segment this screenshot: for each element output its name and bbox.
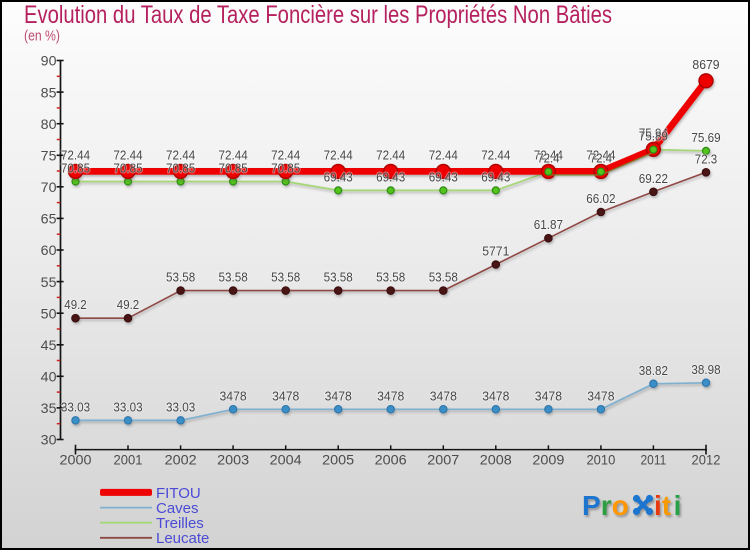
svg-text:75: 75: [41, 148, 57, 164]
svg-text:53.58: 53.58: [166, 270, 195, 285]
svg-text:60: 60: [41, 242, 57, 258]
svg-text:70.85: 70.85: [113, 161, 142, 176]
svg-text:65: 65: [41, 211, 57, 227]
svg-text:2000: 2000: [60, 452, 92, 468]
svg-text:53.58: 53.58: [376, 270, 405, 285]
svg-text:2004: 2004: [270, 452, 302, 468]
svg-text:35: 35: [41, 400, 57, 416]
svg-text:85: 85: [41, 84, 57, 100]
svg-text:72.44: 72.44: [534, 147, 563, 162]
svg-text:75.89: 75.89: [639, 129, 668, 144]
svg-text:3478: 3478: [535, 388, 562, 403]
svg-text:Pro: Pro: [582, 490, 629, 521]
svg-text:33.03: 33.03: [166, 399, 195, 414]
svg-text:70.85: 70.85: [61, 161, 90, 176]
svg-text:70.85: 70.85: [166, 161, 195, 176]
svg-text:33.03: 33.03: [61, 399, 90, 414]
svg-text:72.44: 72.44: [113, 147, 142, 162]
svg-text:66.02: 66.02: [586, 191, 615, 206]
svg-text:75.69: 75.69: [691, 130, 720, 145]
svg-text:2005: 2005: [322, 452, 354, 468]
svg-text:72.4: 72.4: [590, 151, 612, 166]
svg-text:2006: 2006: [375, 452, 407, 468]
svg-text:80: 80: [41, 116, 57, 132]
svg-text:72.44: 72.44: [586, 147, 615, 162]
svg-text:Caves: Caves: [156, 500, 199, 517]
svg-text:3478: 3478: [325, 388, 352, 403]
svg-text:72.44: 72.44: [376, 147, 405, 162]
svg-text:38.98: 38.98: [691, 362, 720, 377]
svg-text:3478: 3478: [587, 388, 614, 403]
svg-text:45: 45: [41, 337, 57, 353]
svg-text:2012: 2012: [692, 452, 721, 468]
svg-text:Treilles: Treilles: [156, 515, 204, 532]
svg-text:Leucate: Leucate: [156, 530, 209, 547]
svg-text:70: 70: [41, 179, 57, 195]
svg-text:72.44: 72.44: [61, 147, 90, 162]
svg-text:69.43: 69.43: [324, 169, 353, 184]
svg-text:72.44: 72.44: [219, 147, 248, 162]
svg-text:3478: 3478: [272, 388, 299, 403]
svg-text:69.43: 69.43: [481, 169, 510, 184]
svg-text:69.22: 69.22: [639, 171, 668, 186]
svg-text:2007: 2007: [427, 452, 459, 468]
svg-text:30: 30: [41, 432, 57, 448]
svg-text:70.85: 70.85: [219, 161, 248, 176]
svg-text:90: 90: [41, 53, 57, 69]
svg-text:40: 40: [41, 369, 57, 385]
svg-text:3478: 3478: [220, 388, 247, 403]
svg-text:50: 50: [41, 305, 57, 321]
svg-text:2003: 2003: [217, 452, 249, 468]
svg-text:69.43: 69.43: [376, 169, 405, 184]
svg-text:75.94: 75.94: [639, 125, 668, 140]
svg-text:72.44: 72.44: [324, 147, 353, 162]
svg-text:72.44: 72.44: [429, 147, 458, 162]
svg-text:61.87: 61.87: [534, 217, 563, 232]
svg-text:53.58: 53.58: [271, 270, 300, 285]
svg-text:2002: 2002: [165, 452, 197, 468]
svg-text:72.44: 72.44: [481, 147, 510, 162]
svg-text:3478: 3478: [482, 388, 509, 403]
svg-text:33.03: 33.03: [113, 399, 142, 414]
svg-text:2011: 2011: [641, 452, 667, 468]
svg-text:2001: 2001: [114, 452, 143, 468]
svg-text:55: 55: [41, 274, 57, 290]
svg-text:2010: 2010: [586, 452, 615, 468]
svg-text:53.58: 53.58: [429, 270, 458, 285]
svg-text:70.85: 70.85: [271, 161, 300, 176]
svg-text:72.4: 72.4: [537, 151, 559, 166]
svg-text:3478: 3478: [377, 388, 404, 403]
svg-text:8679: 8679: [692, 57, 719, 72]
svg-text:3478: 3478: [430, 388, 457, 403]
svg-text:iti: iti: [654, 490, 681, 521]
svg-text:Evolution du Taux de Taxe Fonc: Evolution du Taux de Taxe Foncière sur l…: [24, 1, 612, 29]
svg-text:(en %): (en %): [24, 28, 60, 45]
svg-text:72.44: 72.44: [166, 147, 195, 162]
svg-text:38.82: 38.82: [639, 363, 668, 378]
svg-text:53.58: 53.58: [219, 270, 248, 285]
svg-text:2009: 2009: [532, 452, 564, 468]
svg-text:5771: 5771: [482, 244, 509, 259]
svg-text:53.58: 53.58: [324, 270, 353, 285]
svg-text:49.2: 49.2: [117, 297, 139, 312]
svg-text:72.3: 72.3: [695, 151, 717, 166]
svg-text:2008: 2008: [480, 452, 512, 468]
svg-text:69.43: 69.43: [429, 169, 458, 184]
svg-text:72.44: 72.44: [271, 147, 300, 162]
svg-text:49.2: 49.2: [64, 297, 86, 312]
svg-text:FITOU: FITOU: [156, 485, 201, 502]
